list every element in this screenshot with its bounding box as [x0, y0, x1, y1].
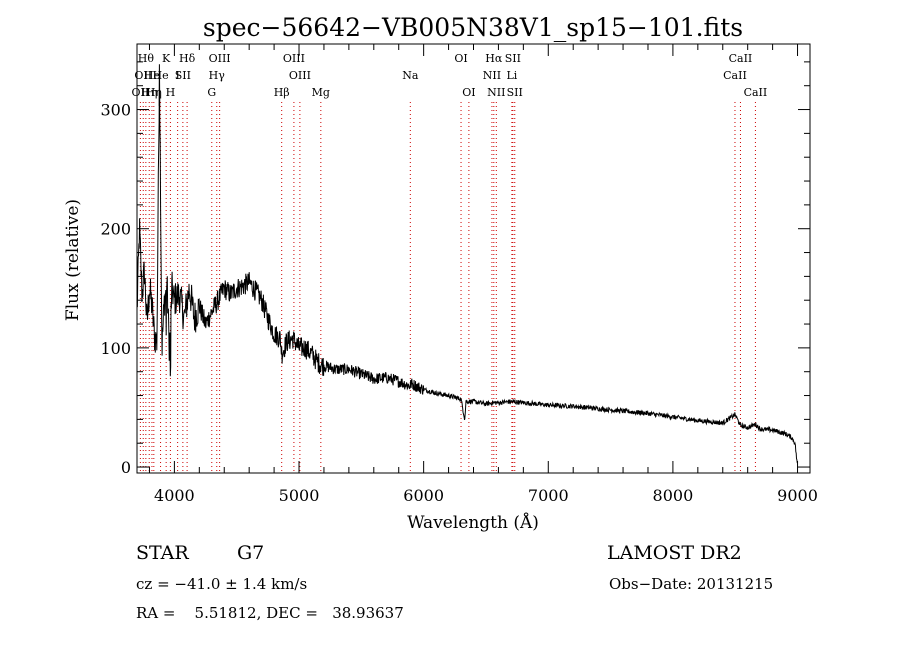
- line-marker-label: H: [166, 86, 176, 99]
- x-axis: 4000 5000 6000 7000 8000 9000: [148, 44, 818, 505]
- x-tick-label: 6000: [403, 486, 444, 505]
- coordinates: RA = 5.51812, DEC = 38.93637: [136, 604, 404, 622]
- survey-name: LAMOST DR2: [607, 542, 742, 564]
- line-marker-label: Hβ: [274, 86, 290, 99]
- x-axis-label: Wavelength (Å): [407, 512, 539, 533]
- line-marker-label: SII: [507, 86, 523, 99]
- line-marker-label: Hη: [146, 86, 162, 99]
- line-marker-label: OI: [454, 52, 467, 65]
- line-marker-label: Li: [506, 69, 517, 82]
- line-marker-label: Hη: [141, 86, 157, 99]
- x-tick-label: 7000: [528, 486, 569, 505]
- x-tick-label: 4000: [154, 486, 195, 505]
- object-subclass: G7: [237, 542, 265, 564]
- y-tick-label: 0: [121, 458, 131, 477]
- spectrum-line: [136, 64, 798, 464]
- line-marker-label: NII: [483, 69, 501, 82]
- line-marker-label: Hδ: [179, 52, 196, 65]
- line-marker-label: NII: [487, 86, 505, 99]
- line-marker-label: OIII: [209, 52, 231, 65]
- line-marker-label: He: [144, 69, 160, 82]
- y-axis-label: Flux (relative): [63, 199, 83, 321]
- line-marker-label: SII: [175, 69, 191, 82]
- line-marker-label: Na: [402, 69, 419, 82]
- line-marker-label: OIII: [289, 69, 311, 82]
- y-tick-label: 200: [100, 220, 131, 239]
- chart-title: spec−56642−VB005N38V1_sp15−101.fits: [203, 13, 743, 42]
- line-marker-label: SII: [505, 52, 521, 65]
- line-marker-label: OII: [132, 86, 150, 99]
- x-tick-label: 9000: [777, 486, 818, 505]
- line-marker-label: OI: [462, 86, 475, 99]
- line-marker-label: He: [153, 69, 169, 82]
- plot-frame: [136, 43, 811, 474]
- line-marker-label: Hγ: [209, 69, 226, 82]
- line-marker-label: G: [207, 86, 216, 99]
- y-tick-label: 100: [100, 339, 131, 358]
- line-marker-label: OII: [134, 69, 152, 82]
- x-tick-label: 5000: [279, 486, 320, 505]
- redshift-velocity: cz = −41.0 ± 1.4 km/s: [136, 575, 308, 593]
- line-marker-label: I: [175, 69, 179, 82]
- x-tick-label: 8000: [653, 486, 694, 505]
- line-marker-label: CaII: [744, 86, 768, 99]
- line-marker-label-group: OIIOIIHθHηHeHηHeKHISIIHδGHγOIIIHβOIIIOII…: [132, 52, 768, 99]
- line-marker-label: K: [162, 52, 171, 65]
- y-tick-label: 300: [100, 101, 131, 120]
- line-marker-label: Hα: [485, 52, 503, 65]
- line-marker-label: Hθ: [138, 52, 155, 65]
- line-marker-label: OIII: [283, 52, 305, 65]
- line-marker-label: Mg: [312, 86, 330, 99]
- object-class: STAR: [136, 542, 189, 564]
- y-axis: 0 100 200 300: [100, 61, 810, 477]
- line-marker-label: CaII: [729, 52, 753, 65]
- line-marker-label: CaII: [723, 69, 747, 82]
- observation-date: Obs−Date: 20131215: [609, 575, 774, 593]
